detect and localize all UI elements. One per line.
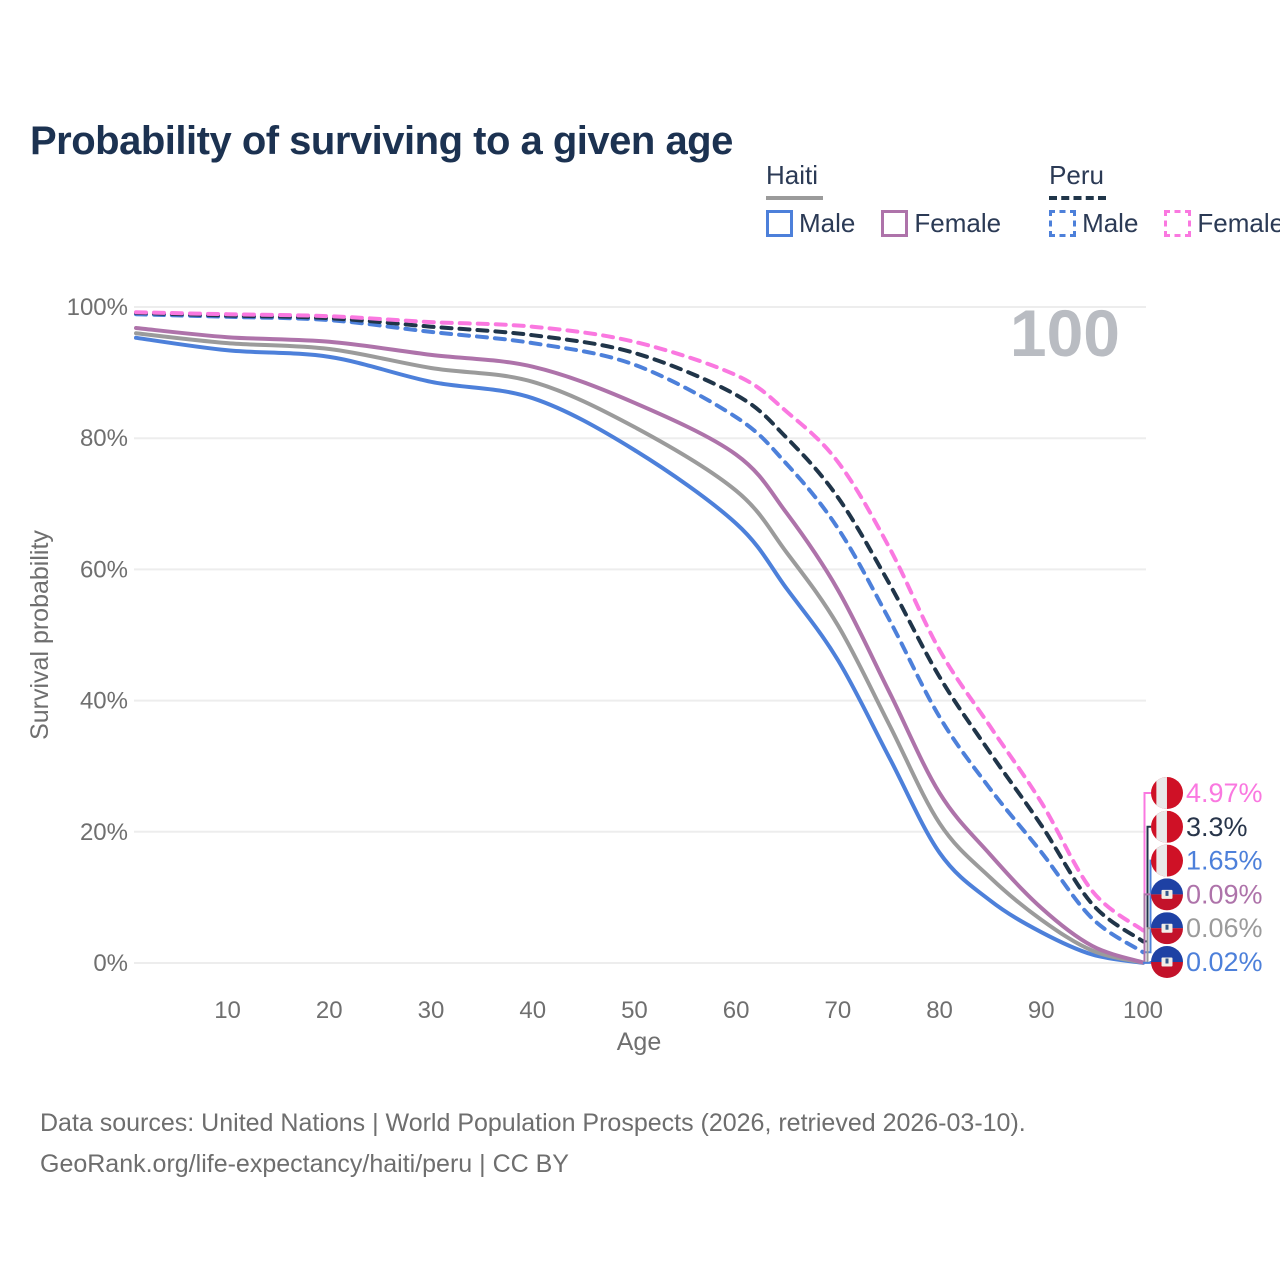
x-tick-40: 40 bbox=[519, 997, 546, 1024]
page-title: Probability of surviving to a given age bbox=[30, 118, 733, 163]
legend-line-swatch-peru bbox=[1049, 196, 1107, 200]
y-tick-80%: 80% bbox=[80, 425, 128, 452]
peru-male-swatch-icon bbox=[1049, 210, 1077, 237]
end-value-label-peru-both-sexes: 3.3% bbox=[1186, 812, 1248, 842]
end-label-connector-haiti-male bbox=[1143, 961, 1152, 964]
y-axis-title: Survival probability bbox=[26, 530, 54, 740]
series-line-peru-female[interactable] bbox=[134, 310, 1145, 933]
haiti-flag-icon bbox=[1151, 946, 1183, 978]
end-value-label-haiti-both-sexes: 0.06% bbox=[1186, 913, 1263, 943]
peru-female-swatch-icon bbox=[1164, 210, 1192, 237]
peru-flag-icon bbox=[1151, 844, 1183, 877]
end-value-label-peru-female: 4.97% bbox=[1186, 778, 1263, 808]
gridlines bbox=[134, 306, 1146, 964]
legend-item-peru-female[interactable]: Female bbox=[1164, 208, 1280, 239]
legend-group-peru: Peru Male Female bbox=[1049, 160, 1280, 239]
footer: Data sources: United Nations | World Pop… bbox=[40, 1103, 1026, 1185]
x-tick-70: 70 bbox=[824, 997, 851, 1024]
source-url-line: GeoRank.org/life-expectancy/haiti/peru |… bbox=[40, 1150, 569, 1178]
x-tick-100: 100 bbox=[1123, 997, 1163, 1024]
haiti-female-swatch-icon bbox=[881, 210, 909, 237]
peru-flag-icon bbox=[1151, 777, 1183, 809]
x-tick-20: 20 bbox=[316, 997, 343, 1024]
x-tick-30: 30 bbox=[418, 997, 445, 1024]
y-tick-100%: 100% bbox=[67, 294, 128, 321]
series-line-haiti-both-sexes[interactable] bbox=[134, 331, 1145, 965]
haiti-flag-icon bbox=[1151, 912, 1183, 945]
haiti-male-swatch-icon bbox=[766, 210, 793, 237]
end-value-label-haiti-female: 0.09% bbox=[1186, 879, 1263, 909]
peru-flag-icon bbox=[1151, 810, 1183, 843]
legend-group-title-peru[interactable]: Peru bbox=[1049, 160, 1104, 190]
series-line-haiti-female[interactable] bbox=[134, 326, 1145, 965]
legend-item-label: Female bbox=[914, 208, 1002, 238]
end-value-label-peru-male: 1.65% bbox=[1186, 846, 1263, 876]
legend-items-peru: Male Female bbox=[1049, 208, 1280, 239]
y-tick-0%: 0% bbox=[93, 950, 128, 977]
legend-item-haiti-female[interactable]: Female bbox=[881, 208, 1001, 239]
hovered-age-watermark: 100 bbox=[1010, 296, 1120, 370]
legend-group-haiti: Haiti Male Female bbox=[766, 160, 1001, 239]
legend-group-title-haiti[interactable]: Haiti bbox=[766, 160, 819, 190]
legend-item-haiti-male[interactable]: Male bbox=[766, 208, 855, 239]
x-tick-90: 90 bbox=[1028, 997, 1055, 1024]
series-line-peru-male[interactable] bbox=[134, 312, 1145, 955]
legend-line-swatch-haiti bbox=[766, 196, 823, 200]
legend-items-haiti: Male Female bbox=[766, 208, 1001, 239]
series-line-peru-both-sexes[interactable] bbox=[134, 310, 1145, 944]
legend-item-label: Male bbox=[799, 208, 856, 238]
x-tick-10: 10 bbox=[214, 997, 241, 1024]
series-line-haiti-male[interactable] bbox=[134, 335, 1145, 965]
y-tick-20%: 20% bbox=[80, 819, 128, 846]
legend-item-peru-male[interactable]: Male bbox=[1049, 208, 1138, 239]
axis-ticks: 0% 20% 40% 60% 80% 100% 10 20 30 40 50 60 70 80 90 100 bbox=[67, 294, 1163, 1024]
end-value-label-haiti-male: 0.02% bbox=[1186, 947, 1263, 977]
y-tick-40%: 40% bbox=[80, 688, 128, 715]
legend-item-label: Male bbox=[1082, 208, 1139, 238]
series-end-labels: 4.97% 3.3% 1.65%0.09% 0.06% 0.02% bbox=[1143, 777, 1263, 978]
haiti-flag-icon bbox=[1151, 878, 1183, 911]
x-tick-60: 60 bbox=[723, 997, 750, 1024]
x-tick-50: 50 bbox=[621, 997, 648, 1024]
x-axis-title: Age bbox=[617, 1028, 661, 1056]
x-tick-80: 80 bbox=[926, 997, 953, 1024]
legend: Haiti Male Female Peru Male bbox=[766, 160, 1280, 239]
series-lines bbox=[134, 310, 1145, 965]
legend-item-label: Female bbox=[1197, 208, 1280, 238]
data-sources-line: Data sources: United Nations | World Pop… bbox=[40, 1109, 1026, 1137]
y-tick-60%: 60% bbox=[80, 556, 128, 583]
